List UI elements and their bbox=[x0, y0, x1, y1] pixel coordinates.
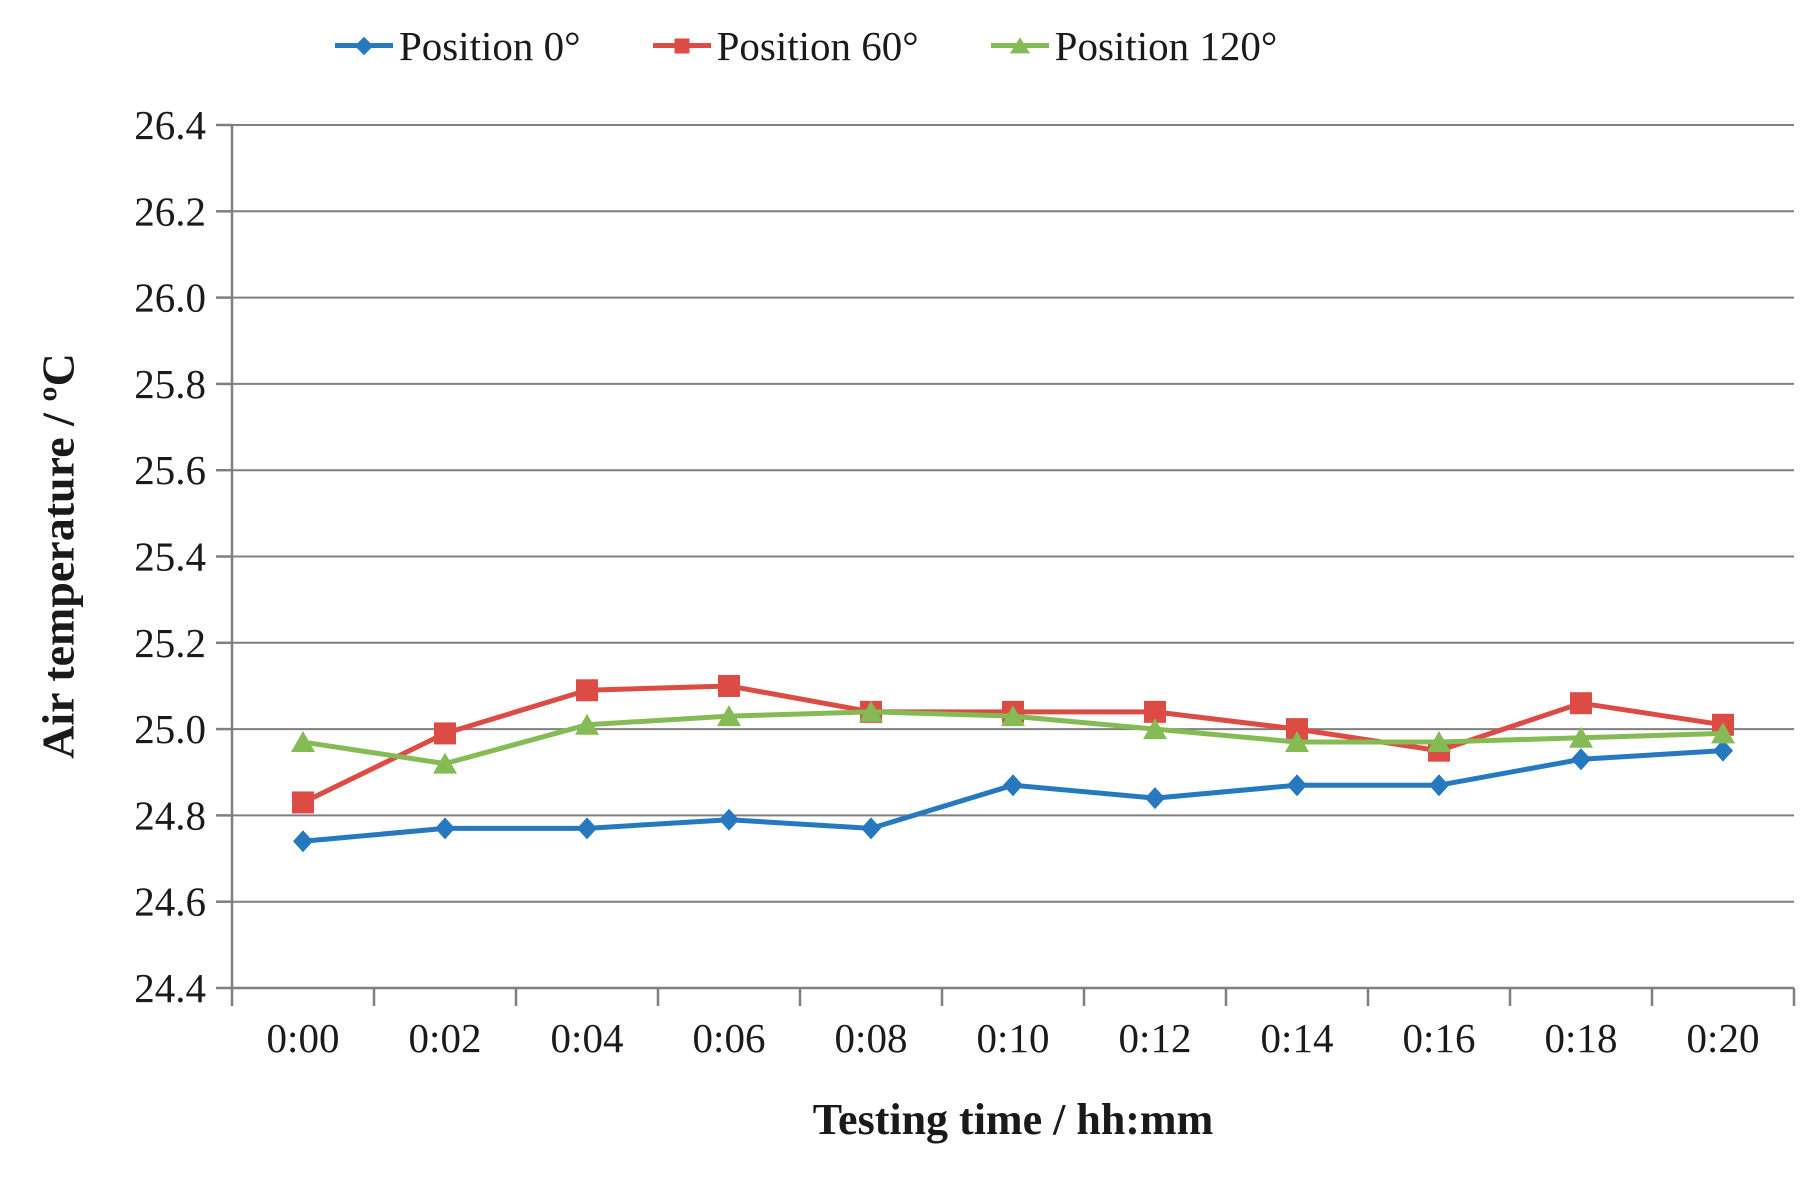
triangle-marker-icon bbox=[1001, 705, 1025, 727]
legend-marker-position-60 bbox=[652, 34, 711, 58]
square-marker-icon bbox=[674, 38, 690, 54]
x-tick-label: 0:08 bbox=[835, 1015, 908, 1061]
y-tick-label: 25.2 bbox=[134, 620, 206, 666]
y-tick-label: 25.8 bbox=[134, 361, 206, 407]
x-tick-label: 0:12 bbox=[1119, 1015, 1192, 1061]
legend-marker-position-120 bbox=[990, 34, 1049, 58]
legend-item-position-60: Position 60° bbox=[652, 22, 919, 69]
y-tick-label: 26.0 bbox=[134, 275, 206, 321]
legend-item-position-120: Position 120° bbox=[990, 22, 1278, 69]
diamond-marker-icon bbox=[1429, 774, 1449, 797]
legend-label-position-60: Position 60° bbox=[716, 22, 919, 69]
triangle-marker-icon bbox=[1143, 718, 1167, 740]
x-tick-label: 0:06 bbox=[693, 1015, 766, 1061]
diamond-marker-icon bbox=[435, 817, 455, 840]
square-marker-icon bbox=[1286, 718, 1308, 741]
triangle-marker-icon bbox=[717, 705, 741, 727]
diamond-marker-icon bbox=[293, 830, 313, 853]
triangle-marker-icon bbox=[1285, 731, 1309, 753]
y-tick-label: 26.2 bbox=[134, 188, 206, 234]
legend-marker-position-0 bbox=[335, 34, 393, 58]
diamond-marker-icon bbox=[719, 808, 739, 831]
triangle-marker-icon bbox=[1711, 722, 1735, 744]
x-tick-label: 0:18 bbox=[1545, 1015, 1618, 1061]
square-marker-icon bbox=[576, 679, 598, 702]
square-marker-icon bbox=[1570, 692, 1592, 715]
square-marker-icon bbox=[292, 791, 314, 814]
diamond-marker-icon bbox=[1145, 787, 1165, 810]
x-axis-title: Testing time / hh:mm bbox=[812, 1095, 1214, 1144]
legend-label-position-120: Position 120° bbox=[1054, 22, 1278, 69]
triangle-marker-icon bbox=[433, 752, 457, 774]
x-tick-label: 0:00 bbox=[267, 1015, 340, 1061]
triangle-marker-icon bbox=[575, 713, 599, 735]
legend: Position 0° Position 60° Position 120° bbox=[335, 16, 1277, 76]
x-tick-label: 0:02 bbox=[409, 1015, 482, 1061]
triangle-marker-icon bbox=[1569, 726, 1593, 748]
x-tick-label: 0:14 bbox=[1261, 1015, 1334, 1061]
diamond-marker-icon bbox=[1713, 739, 1733, 762]
legend-item-position-0: Position 0° bbox=[335, 22, 581, 69]
diamond-marker-icon bbox=[861, 817, 881, 840]
triangle-marker-icon bbox=[859, 700, 883, 722]
square-marker-icon bbox=[434, 722, 456, 745]
y-tick-label: 24.8 bbox=[134, 792, 206, 838]
x-tick-label: 0:20 bbox=[1687, 1015, 1760, 1061]
triangle-marker-icon bbox=[1427, 731, 1451, 753]
y-tick-label: 25.4 bbox=[134, 534, 206, 580]
y-tick-label: 24.6 bbox=[134, 879, 206, 925]
y-tick-label: 25.6 bbox=[134, 447, 206, 493]
diamond-marker-icon bbox=[577, 817, 597, 840]
legend-label-position-0: Position 0° bbox=[399, 22, 581, 69]
y-tick-label: 24.4 bbox=[134, 965, 206, 1011]
diamond-marker-icon bbox=[1287, 774, 1307, 797]
diamond-marker-icon bbox=[1003, 774, 1023, 797]
y-tick-label: 26.4 bbox=[134, 102, 206, 148]
y-tick-label: 25.0 bbox=[134, 706, 206, 752]
triangle-marker-icon bbox=[1009, 37, 1030, 54]
x-tick-label: 0:04 bbox=[551, 1015, 624, 1061]
triangle-marker-icon bbox=[291, 731, 315, 753]
square-marker-icon bbox=[718, 674, 740, 697]
x-tick-label: 0:10 bbox=[977, 1015, 1050, 1061]
x-tick-label: 0:16 bbox=[1403, 1015, 1476, 1061]
square-marker-icon bbox=[1144, 700, 1166, 723]
diamond-marker-icon bbox=[1571, 748, 1591, 771]
